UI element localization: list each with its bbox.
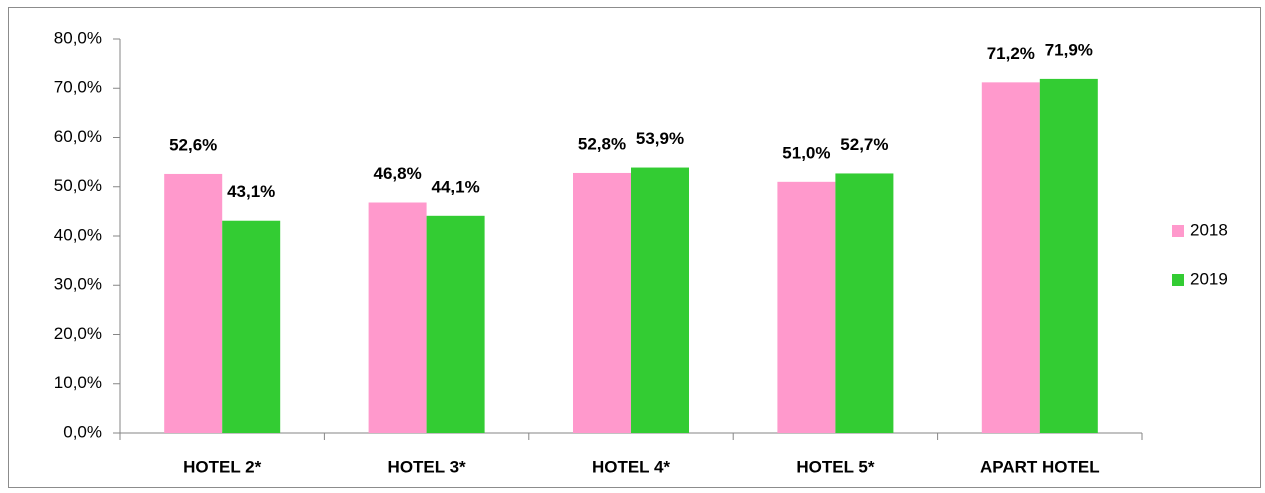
bar [573,172,631,433]
data-label: 71,2% [987,44,1035,63]
bar [981,82,1040,433]
data-label: 71,9% [1045,40,1093,59]
chart-border [8,7,1261,488]
data-label: 52,7% [840,135,888,154]
legend-label: 2019 [1190,269,1228,288]
legend-label: 2018 [1190,220,1228,239]
x-tick-label: HOTEL 3* [388,457,466,476]
bar [631,167,689,434]
x-tick-label: HOTEL 2* [183,457,261,476]
data-label: 53,9% [636,129,684,148]
y-tick-label: 60,0% [54,127,102,146]
y-tick-label: 10,0% [54,373,102,392]
data-label: 52,6% [169,135,217,154]
data-label: 51,0% [782,143,830,162]
bar [835,173,894,433]
legend-swatch [1172,225,1184,237]
bar [777,181,836,433]
data-label: 46,8% [373,164,421,183]
bar [164,173,223,433]
legend-swatch [1172,274,1184,286]
data-label: 43,1% [227,182,275,201]
y-tick-label: 40,0% [54,225,102,244]
y-tick-label: 50,0% [54,176,102,195]
y-tick-label: 70,0% [54,78,102,97]
y-tick-label: 20,0% [54,324,102,343]
y-tick-label: 80,0% [54,28,102,47]
y-tick-label: 30,0% [54,275,102,294]
bar [368,202,427,433]
y-tick-label: 0,0% [63,422,102,441]
bar [222,220,281,433]
x-tick-label: HOTEL 4* [592,457,670,476]
bar [1039,78,1098,433]
data-label: 44,1% [431,177,479,196]
x-tick-label: HOTEL 5* [796,457,874,476]
x-tick-label: APART HOTEL [980,457,1100,476]
data-label: 52,8% [578,134,626,153]
bar [426,215,485,433]
